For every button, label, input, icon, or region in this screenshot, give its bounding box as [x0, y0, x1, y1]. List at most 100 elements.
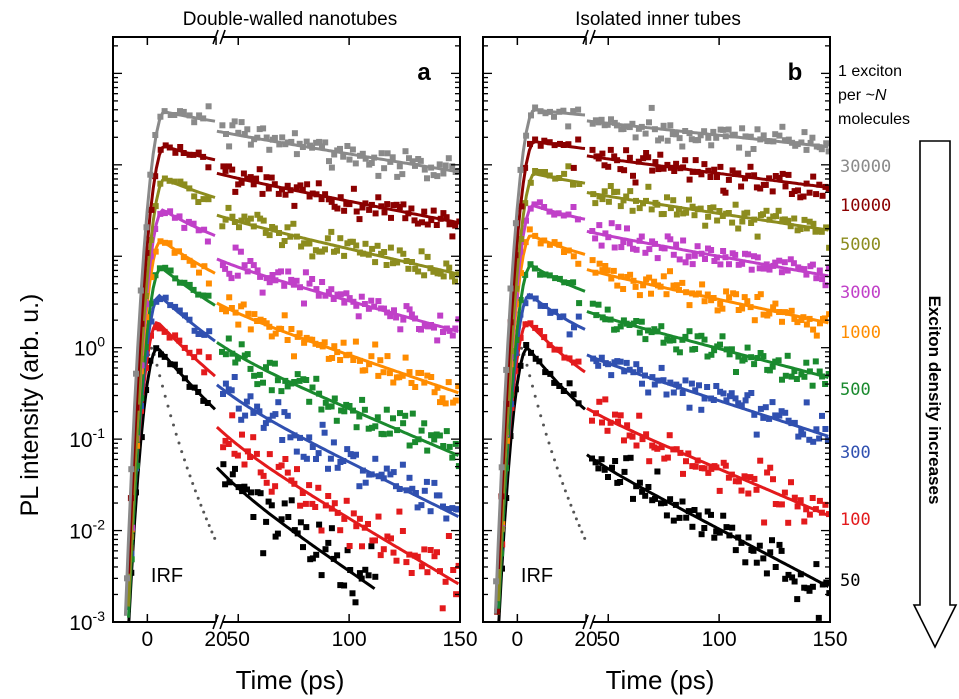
data-point	[260, 125, 267, 132]
data-point	[440, 210, 447, 217]
irf-point	[114, 629, 117, 632]
data-point	[742, 133, 749, 140]
data-point	[813, 332, 820, 339]
data-point	[658, 135, 664, 142]
data-point	[636, 479, 643, 486]
data-point	[809, 495, 816, 501]
data-point	[390, 260, 396, 267]
data-point	[604, 427, 611, 434]
data-point	[667, 122, 674, 129]
data-point	[532, 168, 539, 174]
data-point	[239, 431, 245, 438]
irf-point	[628, 629, 631, 632]
irf-point	[569, 503, 573, 507]
data-point	[661, 499, 668, 506]
data-point	[723, 397, 730, 404]
data-point	[381, 165, 388, 172]
data-point	[744, 209, 751, 216]
data-point	[205, 354, 212, 361]
data-point	[223, 308, 229, 315]
data-point	[772, 259, 779, 266]
panel-a-label: a	[417, 59, 431, 86]
data-point	[278, 388, 285, 395]
data-point	[788, 373, 795, 380]
data-point	[742, 250, 748, 257]
data-point	[156, 325, 163, 332]
data-point	[733, 369, 739, 375]
data-point	[566, 355, 573, 362]
data-point	[769, 537, 775, 544]
data-point	[717, 300, 724, 307]
data-point	[309, 253, 316, 260]
data-point	[546, 241, 553, 248]
data-point	[813, 275, 820, 282]
data-point	[537, 240, 544, 247]
data-point	[797, 226, 804, 232]
data-point	[744, 298, 751, 305]
data-point	[219, 122, 226, 129]
data-point	[648, 290, 654, 297]
data-point	[161, 328, 168, 335]
data-point	[200, 397, 207, 404]
data-point	[225, 441, 232, 447]
data-point	[682, 333, 689, 340]
data-point	[756, 542, 763, 549]
data-point	[378, 150, 385, 157]
data-point	[220, 444, 227, 451]
data-point	[266, 146, 273, 153]
data-point	[725, 176, 732, 183]
data-point	[396, 508, 403, 515]
irf-point	[487, 629, 490, 632]
data-point	[632, 134, 639, 141]
data-point	[670, 517, 677, 524]
data-point	[623, 455, 630, 462]
data-point	[666, 337, 673, 344]
data-point	[714, 307, 721, 314]
data-point	[238, 119, 245, 126]
data-point	[797, 194, 804, 201]
data-point	[803, 321, 810, 328]
data-point	[365, 305, 372, 312]
data-point	[337, 357, 344, 363]
data-point	[679, 498, 686, 505]
data-point	[714, 174, 720, 180]
data-point	[776, 257, 783, 264]
irf-point	[621, 629, 624, 632]
data-point	[819, 276, 826, 283]
data-point	[766, 175, 773, 182]
data-point	[823, 579, 830, 586]
data-point	[284, 224, 291, 231]
data-point	[621, 468, 628, 475]
data-point	[741, 294, 748, 301]
axis-break-mark	[589, 614, 596, 630]
data-point	[801, 373, 808, 380]
data-point	[226, 294, 233, 301]
data-point	[362, 566, 369, 573]
data-point	[406, 155, 412, 162]
data-point	[414, 553, 421, 560]
data-point	[713, 254, 720, 261]
data-point	[384, 353, 391, 360]
data-point	[282, 191, 289, 198]
data-point	[190, 220, 197, 227]
data-point	[661, 245, 668, 252]
data-point	[691, 212, 698, 219]
data-point	[609, 464, 615, 471]
data-point	[434, 549, 440, 556]
data-point	[617, 412, 624, 419]
data-point	[440, 443, 447, 449]
data-point	[595, 301, 602, 308]
data-point	[565, 141, 572, 148]
data-point	[421, 322, 428, 329]
data-point	[359, 543, 365, 550]
data-point	[300, 544, 306, 551]
data-point	[205, 280, 212, 287]
legend-item-100: 100	[840, 510, 871, 530]
data-point	[399, 372, 406, 379]
data-point	[821, 315, 828, 322]
data-point	[791, 368, 798, 375]
data-point	[434, 384, 441, 391]
data-point	[531, 201, 538, 208]
data-point	[281, 312, 288, 319]
data-point	[708, 511, 714, 518]
